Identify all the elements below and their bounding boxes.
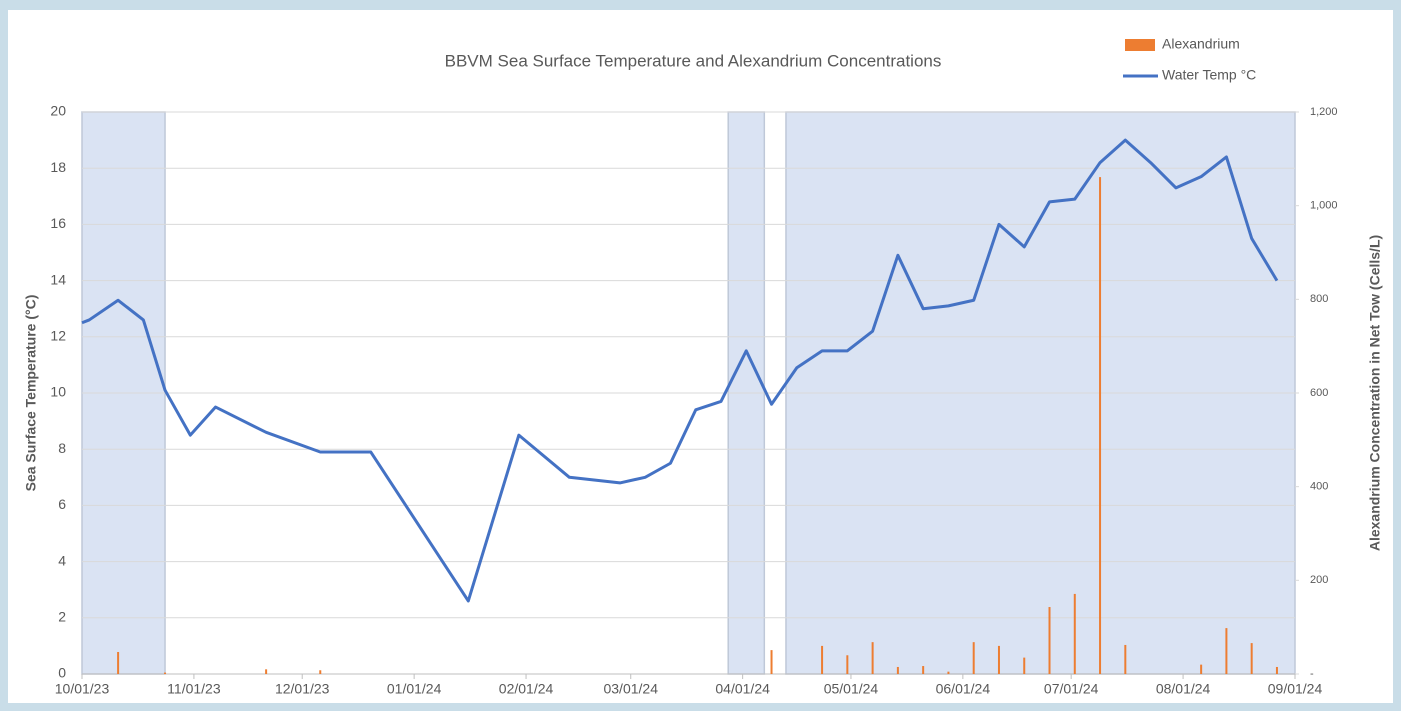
x-tick-label: 12/01/23 xyxy=(275,681,330,697)
bar xyxy=(1073,593,1076,674)
y-tick-label: 6 xyxy=(58,496,66,512)
bar xyxy=(846,655,849,674)
y2-tick-label: 1,200 xyxy=(1310,106,1338,118)
x-tick-label: 01/01/24 xyxy=(387,681,442,697)
x-tick-label: 10/01/23 xyxy=(55,681,110,697)
bar xyxy=(821,645,824,674)
y2-tick-label: 800 xyxy=(1310,293,1328,305)
legend-swatch xyxy=(1125,39,1155,51)
bar xyxy=(1275,666,1278,674)
chart-title: BBVM Sea Surface Temperature and Alexand… xyxy=(445,51,942,70)
y-tick-label: 12 xyxy=(50,328,66,344)
y2-tick-label: 600 xyxy=(1310,387,1328,399)
x-tick-label: 02/01/24 xyxy=(499,681,554,697)
bar xyxy=(947,671,950,674)
bar xyxy=(1225,628,1228,674)
bar xyxy=(1200,664,1203,674)
x-tick-label: 06/01/24 xyxy=(936,681,991,697)
bar xyxy=(997,645,1000,674)
bar xyxy=(265,669,268,674)
bar xyxy=(164,672,167,674)
y2-tick-label: 1,000 xyxy=(1310,200,1338,212)
y-tick-label: 10 xyxy=(50,384,66,400)
y-tick-label: 16 xyxy=(50,215,66,231)
x-tick-label: 11/01/23 xyxy=(167,681,221,697)
line xyxy=(81,138,1279,603)
y2-axis-title: Alexandrium Concentration in Net Tow (Ce… xyxy=(1367,235,1383,551)
y-tick-label: 4 xyxy=(58,552,66,568)
y2-tick-label: - xyxy=(1310,668,1314,680)
y-tick-label: 8 xyxy=(58,440,66,456)
bar xyxy=(871,642,874,674)
y2-tick-label: 200 xyxy=(1310,574,1328,586)
x-tick-label: 08/01/24 xyxy=(1156,681,1211,697)
bar xyxy=(770,650,773,674)
x-tick-label: 05/01/24 xyxy=(824,681,879,697)
bar xyxy=(1023,657,1026,674)
y-tick-label: 2 xyxy=(58,609,66,625)
bar xyxy=(1048,607,1051,674)
bar xyxy=(1250,643,1253,674)
y-axis-title: Sea Surface Temperature (°C) xyxy=(23,295,39,492)
bar xyxy=(896,666,899,674)
bar xyxy=(117,651,120,674)
legend-label: Water Temp °C xyxy=(1162,67,1256,83)
bar xyxy=(1099,177,1102,674)
bar xyxy=(1124,644,1127,674)
x-tick-label: 09/01/24 xyxy=(1268,681,1323,697)
y-tick-label: 14 xyxy=(50,271,66,287)
y-tick-label: 20 xyxy=(50,103,66,119)
x-tick-label: 04/01/24 xyxy=(715,681,770,697)
bar xyxy=(972,642,975,674)
y-tick-label: 0 xyxy=(58,665,66,681)
legend-label: Alexandrium xyxy=(1162,36,1240,52)
y2-tick-label: 400 xyxy=(1310,481,1328,493)
y-tick-label: 18 xyxy=(50,159,66,175)
x-tick-label: 03/01/24 xyxy=(603,681,658,697)
bar xyxy=(922,666,925,674)
bar xyxy=(319,670,322,674)
x-tick-label: 07/01/24 xyxy=(1044,681,1099,697)
